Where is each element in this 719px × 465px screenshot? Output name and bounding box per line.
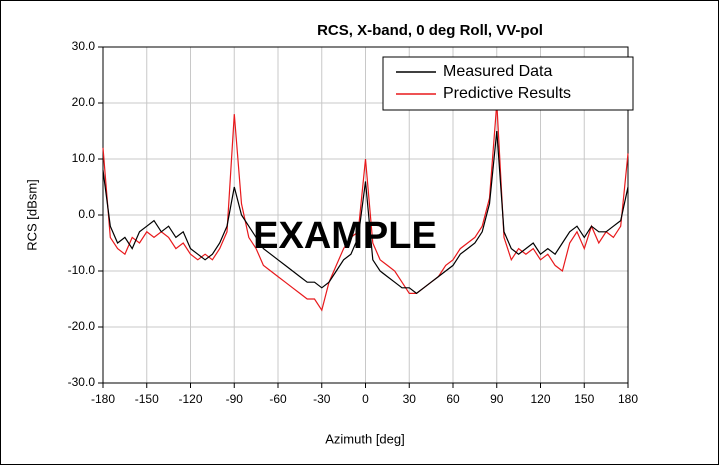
x-tick-label: 150 [574,392,594,406]
y-tick-label: -20.0 [68,319,96,333]
x-tick-label: -150 [135,392,159,406]
y-tick-label: -30.0 [68,375,96,389]
x-tick-label: -30 [313,392,331,406]
y-tick-label: 30.0 [72,39,96,53]
watermark: EXAMPLE [253,215,437,257]
legend-label: Predictive Results [443,85,571,102]
x-tick-label: -60 [269,392,287,406]
x-tick-label: 0 [362,392,369,406]
y-tick-label: 10.0 [72,151,96,165]
x-tick-label: -90 [226,392,244,406]
x-tick-label: -180 [91,392,115,406]
x-tick-label: 30 [403,392,417,406]
x-tick-label: 180 [618,392,638,406]
y-tick-label: -10.0 [68,263,96,277]
y-axis-label: RCS [dBsm] [24,179,39,251]
y-tick-label: 20.0 [72,95,96,109]
series-line [102,102,629,312]
plot-border [102,46,629,384]
legend-label: Measured Data [443,63,552,80]
series-line [102,130,629,295]
x-tick-label: 60 [446,392,460,406]
legend-box [382,56,634,111]
x-axis-label: Azimuth [deg] [325,431,405,446]
x-tick-label: -120 [178,392,202,406]
x-tick-label: 120 [530,392,550,406]
y-tick-label: 0.0 [78,207,95,221]
chart-title: RCS, X-band, 0 deg Roll, VV-pol [317,22,543,39]
x-tick-label: 90 [490,392,504,406]
